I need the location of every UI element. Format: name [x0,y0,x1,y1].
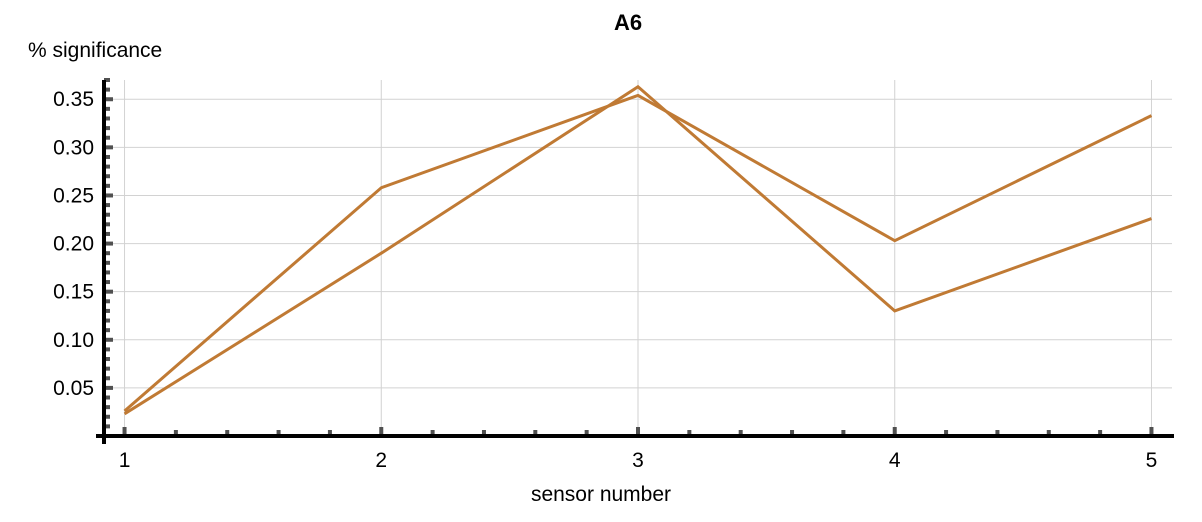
x-minor-tick [995,430,1000,436]
series-lines [123,84,1153,416]
y-minor-tick [104,78,110,82]
x-minor-tick [687,430,692,436]
y-tick-label: 0.15 [53,281,94,304]
y-tick-label: 0.30 [53,136,94,159]
y-minor-tick [104,347,110,352]
y-tick-label: 0.35 [53,88,94,111]
y-minor-tick [104,164,110,169]
x-minor-tick [790,430,795,436]
y-minor-tick [104,251,110,256]
y-major-tick [104,145,113,150]
y-minor-tick [104,231,110,236]
x-axis-label: sensor number [531,483,671,506]
x-minor-tick [173,430,178,436]
series-line-2 [123,84,1152,416]
x-minor-tick [584,430,589,436]
y-minor-tick [104,395,110,400]
x-tick-label: 2 [375,449,387,472]
y-major-tick [104,193,113,198]
y-minor-tick [104,357,110,362]
y-minor-tick [104,203,110,208]
x-minor-tick [1098,430,1103,436]
y-minor-tick [104,106,110,111]
y-minor-tick [104,87,110,92]
y-major-tick [104,97,113,102]
chart-title: A6 [614,10,642,35]
y-minor-tick [104,183,110,188]
y-minor-tick [104,366,110,371]
y-minor-tick [104,414,110,419]
x-minor-tick [738,430,743,436]
y-major-tick [104,385,113,390]
y-minor-tick [104,308,110,313]
x-major-tick [379,427,384,436]
x-minor-tick [1046,430,1051,436]
axes [96,78,1174,444]
y-tick-label: 0.05 [53,377,94,400]
x-minor-tick [481,430,486,436]
y-minor-tick [104,135,110,140]
y-major-tick [104,241,113,246]
x-minor-tick [327,430,332,436]
y-minor-tick [104,260,110,265]
grid-lines [104,80,1172,436]
y-minor-tick [104,212,110,217]
y-tick-label: 0.25 [53,184,94,207]
x-tick-label: 4 [889,449,901,472]
y-minor-tick [104,174,110,179]
y-tick-label: 0.10 [53,329,94,352]
x-minor-tick [276,430,281,436]
x-minor-tick [430,430,435,436]
x-tick-label: 5 [1146,449,1158,472]
x-minor-tick [533,430,538,436]
x-major-tick [636,427,640,436]
y-minor-tick [104,328,110,333]
x-major-tick [1149,427,1154,436]
tick-labels: 0.05 0.10 0.15 0.20 0.25 0.30 0.35 1 2 3 4 5 [53,88,1157,472]
x-tick-label: 1 [119,449,131,472]
y-minor-tick [104,154,110,159]
series-line-1 [123,93,1153,413]
y-minor-tick [104,126,110,131]
y-minor-tick [104,299,110,304]
x-major-tick [892,427,897,436]
y-minor-tick [104,280,110,285]
y-tick-label: 0.20 [53,233,94,256]
x-minor-tick [841,430,846,436]
x-major-tick [122,427,127,436]
y-minor-tick [104,424,110,429]
x-minor-tick [944,430,949,436]
y-minor-tick [104,116,110,121]
y-major-tick [104,337,113,342]
y-minor-tick [104,318,110,323]
y-minor-tick [104,376,110,381]
y-minor-tick [104,222,110,227]
y-axis-label: % significance [28,39,162,62]
x-minor-tick [225,430,230,436]
y-minor-tick [104,405,110,410]
y-minor-tick [104,270,110,275]
y-major-tick [104,289,113,294]
x-tick-label: 3 [632,449,644,472]
